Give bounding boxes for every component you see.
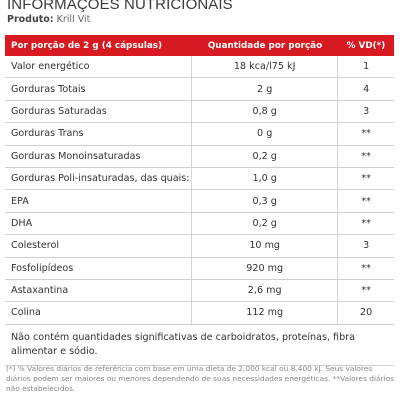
header-portion: Por porção de 2 g (4 cápsulas) (11, 40, 163, 51)
nutrient-daily-value: 4 (363, 83, 370, 95)
nutrient-name: Fosfolipídeos (11, 262, 74, 274)
nutrient-daily-value: 1 (363, 61, 370, 73)
product-name: Krill Vit (56, 14, 91, 25)
nutrient-name: Astaxantina (11, 285, 69, 297)
table-row: Fosfolipídeos 920 mg ** (5, 257, 394, 280)
nutrient-quantity: 18 kca/l75 kJ (191, 56, 339, 78)
table-row: Gorduras Poli-insaturadas, das quais: 1,… (5, 167, 394, 191)
nutrient-name: Gorduras Monoinsaturadas (11, 150, 141, 162)
table-row: Astaxantina 2,6 mg ** (5, 279, 394, 303)
nutrient-quantity: 0,2 g (191, 212, 339, 235)
nutrient-quantity: 2 g (191, 78, 339, 100)
nutrient-daily-value: ** (361, 285, 371, 297)
table-row: Colina 112 mg 20 (5, 302, 394, 325)
page-title: INFORMAÇÕES NUTRICIONAIS (7, 0, 233, 13)
daily-value-disclaimer: (*) % Valores diários de referência com … (6, 364, 395, 393)
nutrient-daily-value: ** (361, 195, 371, 207)
table-row: Gorduras Trans 0 g ** (5, 123, 394, 146)
nutrient-quantity: 10 mg (191, 235, 339, 257)
table-row: Valor energético 18 kca/l75 kJ 1 (5, 56, 394, 79)
footnote-line: Não contém quantidades significativas de… (11, 331, 355, 343)
nutrient-quantity: 0 g (191, 123, 339, 145)
nutrient-name: EPA (11, 195, 29, 207)
nutrient-daily-value: ** (361, 128, 371, 140)
table-row: Gorduras Totais 2 g 4 (5, 78, 394, 101)
product-label: Produto: (7, 14, 54, 25)
table-row: Gorduras Monoinsaturadas 0,2 g ** (5, 145, 394, 168)
header-daily-value: % VD(*) (346, 40, 386, 51)
nutrient-daily-value: ** (361, 262, 371, 274)
nutrient-quantity: 0,2 g (191, 145, 339, 167)
nutrient-name: Valor energético (11, 61, 90, 73)
nutrient-daily-value: ** (361, 173, 371, 185)
nutrient-quantity: 112 mg (191, 302, 339, 324)
nutrient-daily-value: 3 (363, 105, 370, 117)
table-row: EPA 0,3 g ** (5, 190, 394, 213)
nutrient-name: Colina (11, 307, 41, 319)
table-row: Colesterol 10 mg 3 (5, 235, 394, 258)
nutrient-quantity: 0,8 g (191, 100, 339, 123)
table-row: Gorduras Saturadas 0,8 g 3 (5, 100, 394, 124)
nutrient-name: Gorduras Totais (11, 83, 86, 95)
nutrient-quantity: 0,3 g (191, 190, 339, 212)
nutrient-quantity: 2,6 mg (191, 279, 339, 302)
nutrient-quantity: 920 mg (191, 257, 339, 279)
nutrient-quantity: 1,0 g (191, 167, 339, 190)
nutrient-daily-value: 3 (363, 240, 370, 252)
header-quantity: Quantidade por porção (207, 40, 323, 51)
table-footnote: Não contém quantidades significativas de… (5, 325, 394, 366)
nutrition-table: Por porção de 2 g (4 cápsulas) Quantidad… (5, 35, 394, 366)
nutrient-daily-value: ** (361, 217, 371, 229)
product-line: Produto: Krill Vit (7, 14, 90, 25)
table-header: Por porção de 2 g (4 cápsulas) Quantidad… (5, 35, 394, 56)
nutrient-name: Gorduras Trans (11, 128, 84, 140)
table-row: DHA 0,2 g ** (5, 212, 394, 236)
nutrient-daily-value: ** (361, 150, 371, 162)
nutrient-daily-value: 20 (360, 307, 373, 319)
nutrient-name: Colesterol (11, 240, 60, 252)
nutrient-name: Gorduras Saturadas (11, 105, 107, 117)
footnote-line: alimentar e sódio. (11, 345, 98, 357)
nutrient-name: DHA (11, 217, 33, 229)
nutrient-name: Gorduras Poli-insaturadas, das quais: (11, 173, 190, 185)
